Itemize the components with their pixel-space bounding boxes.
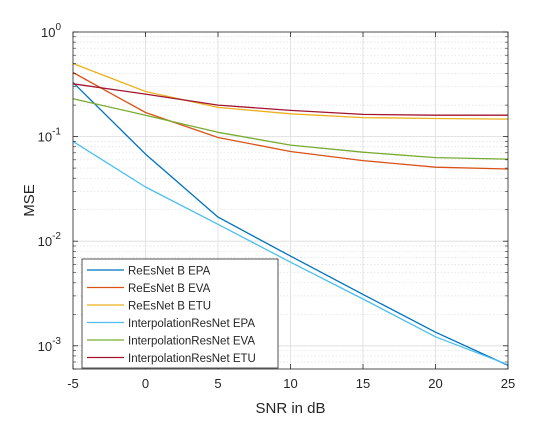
- series-line: [72, 140, 509, 366]
- legend-label: ReEsNet B ETU: [128, 301, 211, 313]
- x-tick-label: 15: [356, 376, 370, 391]
- y-tick-label: 10-3: [38, 336, 62, 354]
- legend: ReEsNet B EPA ReEsNet B EVA ReEsNet B ETU I…: [81, 258, 279, 369]
- series-line: [72, 71, 509, 170]
- x-tick-label: -5: [67, 376, 79, 391]
- x-tick-label: 20: [428, 376, 442, 391]
- legend-label: InterpolationResNet ETU: [128, 353, 256, 365]
- y-tick-label: 10-1: [38, 127, 62, 145]
- legend-label: InterpolationResNet EVA: [128, 336, 255, 348]
- x-tick-label: 25: [501, 376, 515, 391]
- series-line: [72, 62, 509, 120]
- series-layer: [72, 62, 509, 366]
- y-axis-label: MSE: [21, 184, 38, 217]
- y-tick-label: 10-2: [38, 231, 62, 249]
- legend-label: InterpolationResNet EPA: [128, 318, 255, 330]
- x-tick-label: 5: [214, 376, 221, 391]
- x-axis-label: SNR in dB: [255, 400, 325, 417]
- x-tick-label: 10: [283, 376, 297, 391]
- tick-label-layer: 10-3 10-2 10-1 100 -5 0 5 10 15 20 25: [38, 22, 516, 391]
- series-line: [72, 98, 509, 160]
- legend-box: [81, 258, 279, 369]
- series-line: [72, 81, 509, 366]
- legend-label: ReEsNet B EVA: [128, 283, 211, 295]
- legend-label: ReEsNet B EPA: [128, 266, 211, 278]
- y-tick-label: 100: [41, 22, 61, 40]
- series-line: [72, 83, 508, 116]
- x-tick-label: 0: [142, 376, 149, 391]
- tick-layer: [72, 31, 509, 370]
